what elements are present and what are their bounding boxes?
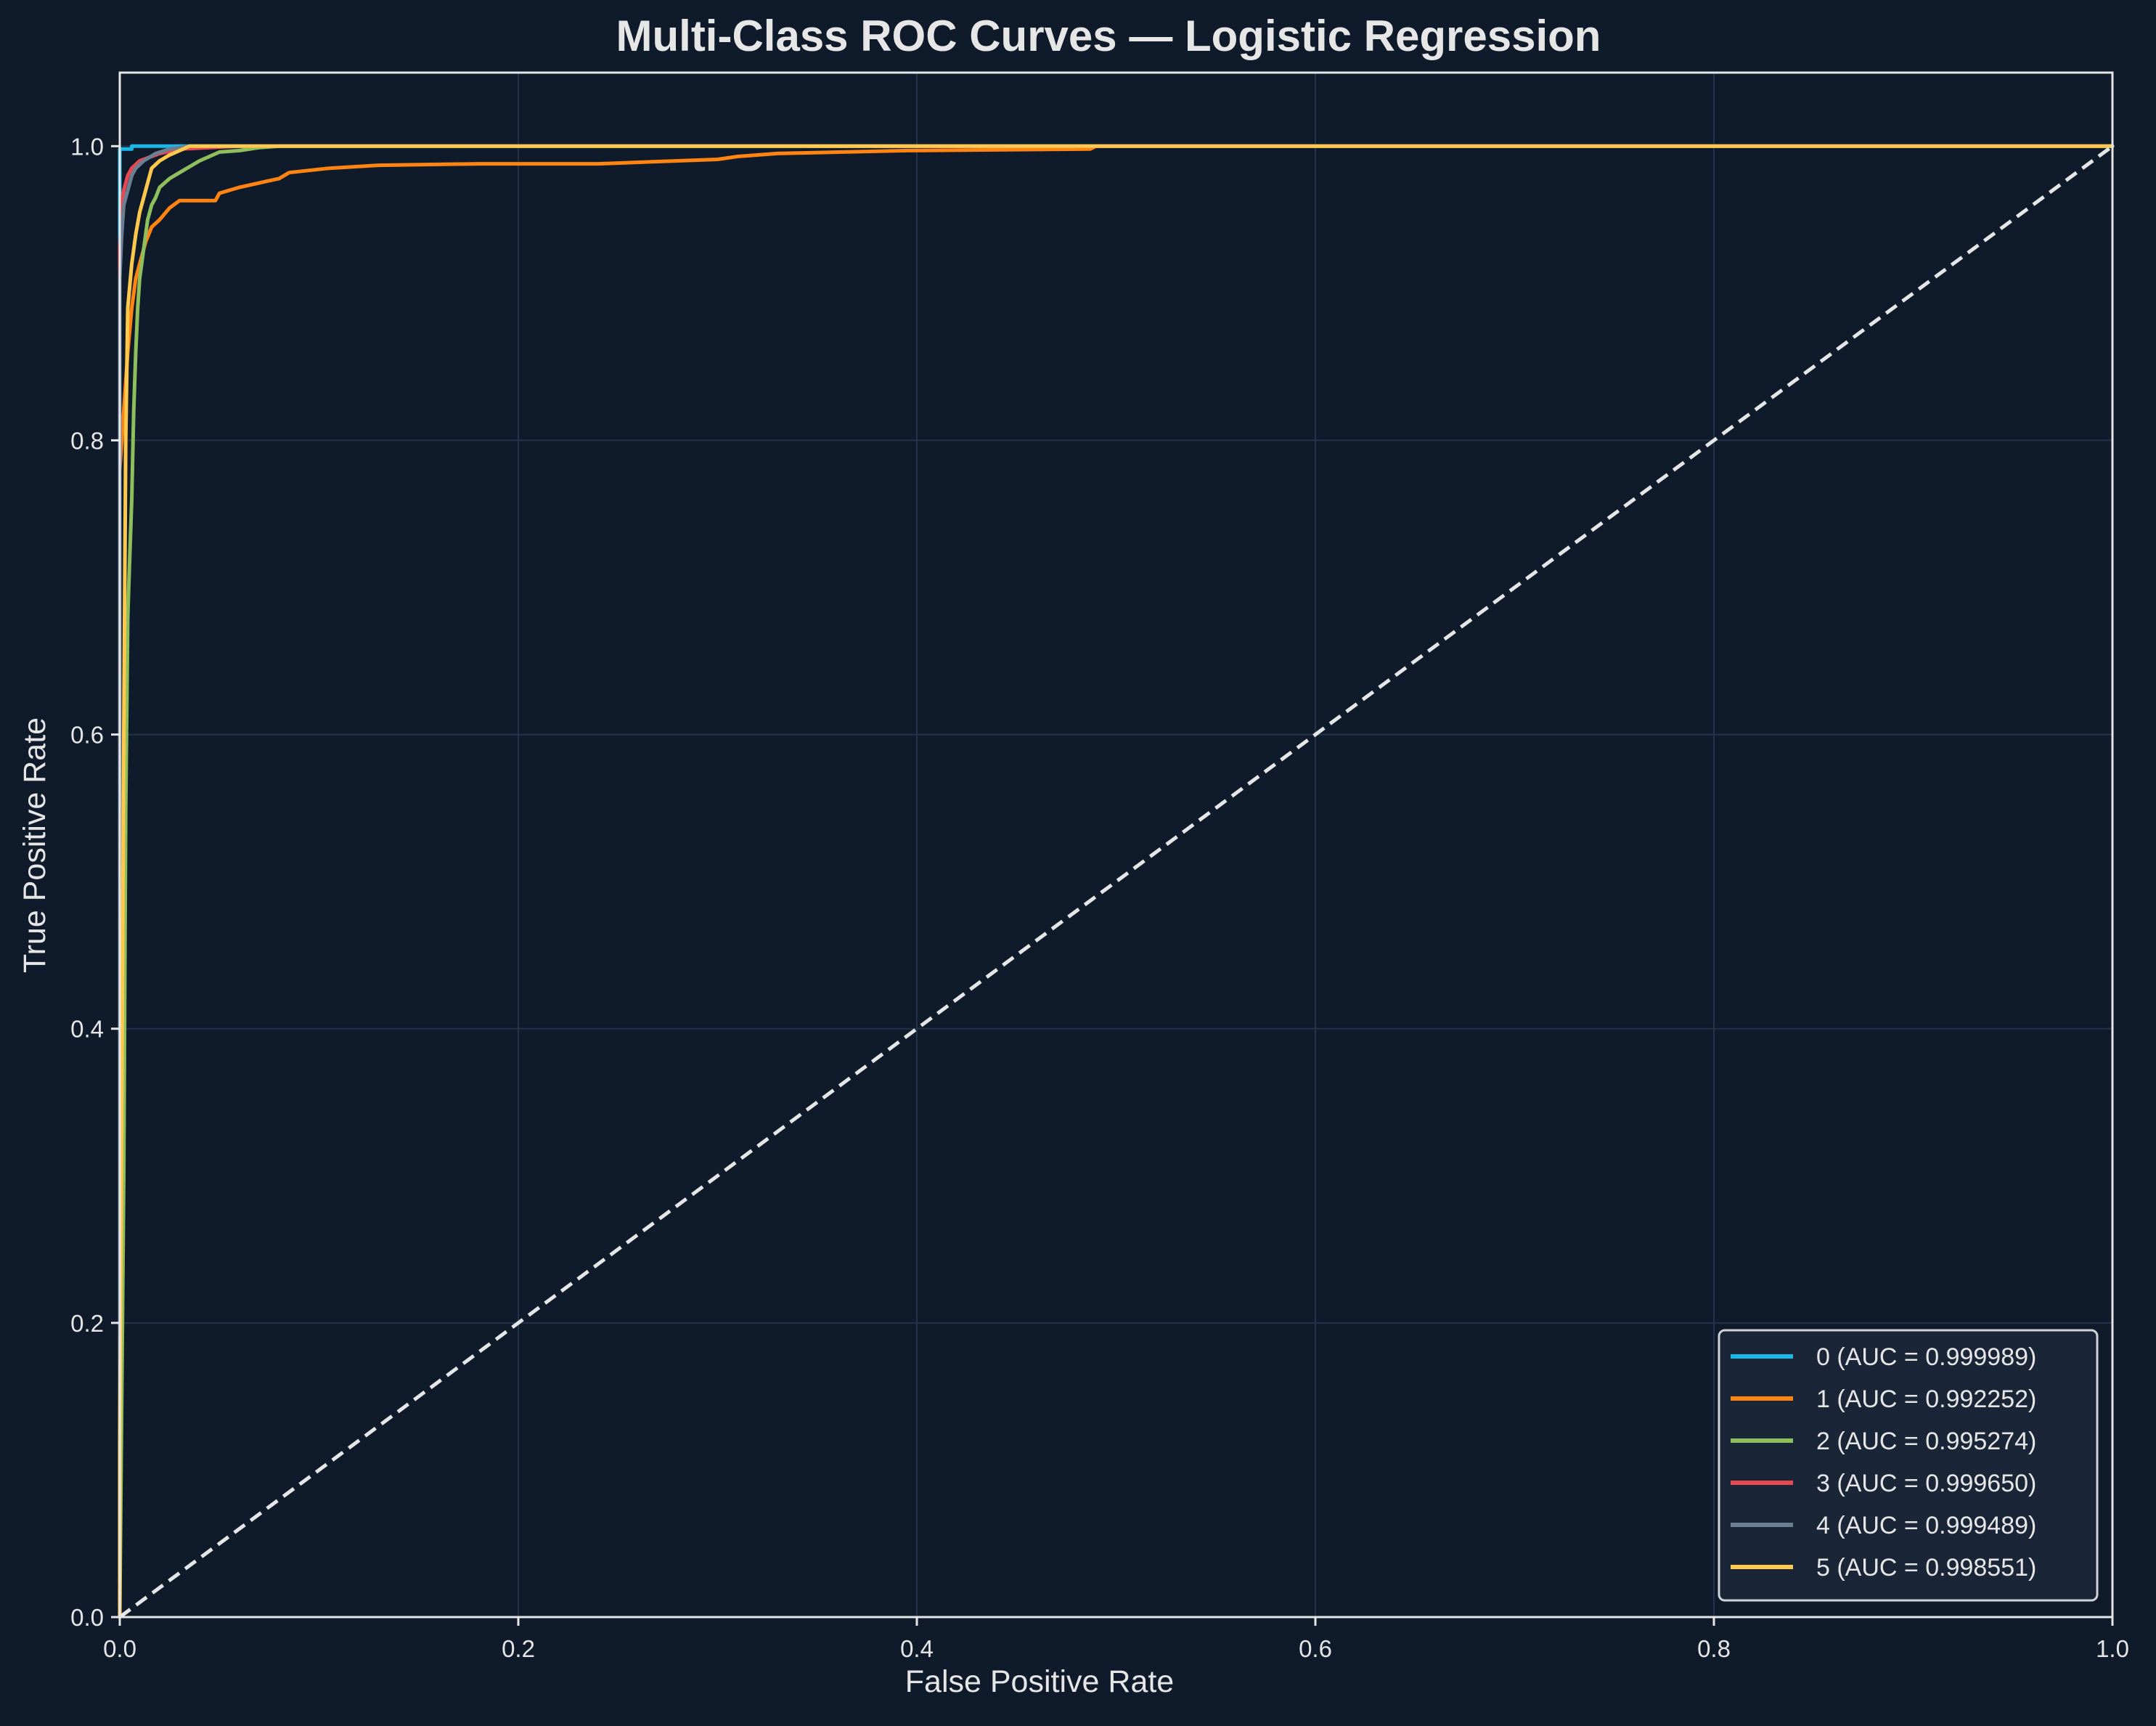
chance-diagonal-line xyxy=(118,144,2114,1619)
axes-frame xyxy=(118,71,2114,1619)
x-tick-label-4: 0.8 xyxy=(1697,1635,1731,1662)
roc-curve-class-1 xyxy=(118,144,2115,1619)
x-axis-ticks: 0.0 0.2 0.4 0.6 0.8 1.0 xyxy=(103,1617,2129,1662)
roc-curve-class-5 xyxy=(118,144,2115,1619)
legend-label-3: 3 (AUC = 0.999650) xyxy=(1816,1470,2036,1497)
y-tick-label-5: 1.0 xyxy=(70,133,104,160)
x-tick-label-1: 0.2 xyxy=(502,1635,535,1662)
legend-label-0: 0 (AUC = 0.999989) xyxy=(1816,1343,2036,1371)
grid-lines xyxy=(119,73,2113,1618)
y-tick-label-0: 0.0 xyxy=(70,1604,104,1631)
x-tick-label-5: 1.0 xyxy=(2096,1635,2129,1662)
legend-items: 0 (AUC = 0.999989) 1 (AUC = 0.992252) 2 (A… xyxy=(1731,1343,2036,1582)
legend-label-5: 5 (AUC = 0.998551) xyxy=(1816,1554,2036,1582)
x-tick-label-2: 0.4 xyxy=(900,1635,934,1662)
y-tick-label-2: 0.4 xyxy=(70,1016,104,1043)
roc-series xyxy=(118,144,2115,1619)
legend-label-2: 2 (AUC = 0.995274) xyxy=(1816,1428,2036,1455)
legend-label-1: 1 (AUC = 0.992252) xyxy=(1816,1385,2036,1413)
roc-curve-class-2 xyxy=(118,144,2115,1619)
y-tick-label-1: 0.2 xyxy=(70,1310,104,1337)
x-tick-label-3: 0.6 xyxy=(1299,1635,1332,1662)
y-axis-label: True Positive Rate xyxy=(17,717,52,973)
y-axis-ticks: 0.0 0.2 0.4 0.6 0.8 1.0 xyxy=(70,133,120,1631)
roc-curve-class-4 xyxy=(118,144,2115,1619)
y-tick-label-4: 0.8 xyxy=(70,427,104,454)
y-tick-label-3: 0.6 xyxy=(70,722,104,749)
legend-box xyxy=(1718,1329,2099,1602)
legend: 0 (AUC = 0.999989) 1 (AUC = 0.992252) 2 (A… xyxy=(1718,1329,2099,1602)
chart-title: Multi-Class ROC Curves — Logistic Regres… xyxy=(616,12,1601,60)
x-axis-label: False Positive Rate xyxy=(905,1664,1174,1699)
x-tick-label-0: 0.0 xyxy=(103,1635,136,1662)
legend-label-4: 4 (AUC = 0.999489) xyxy=(1816,1512,2036,1539)
